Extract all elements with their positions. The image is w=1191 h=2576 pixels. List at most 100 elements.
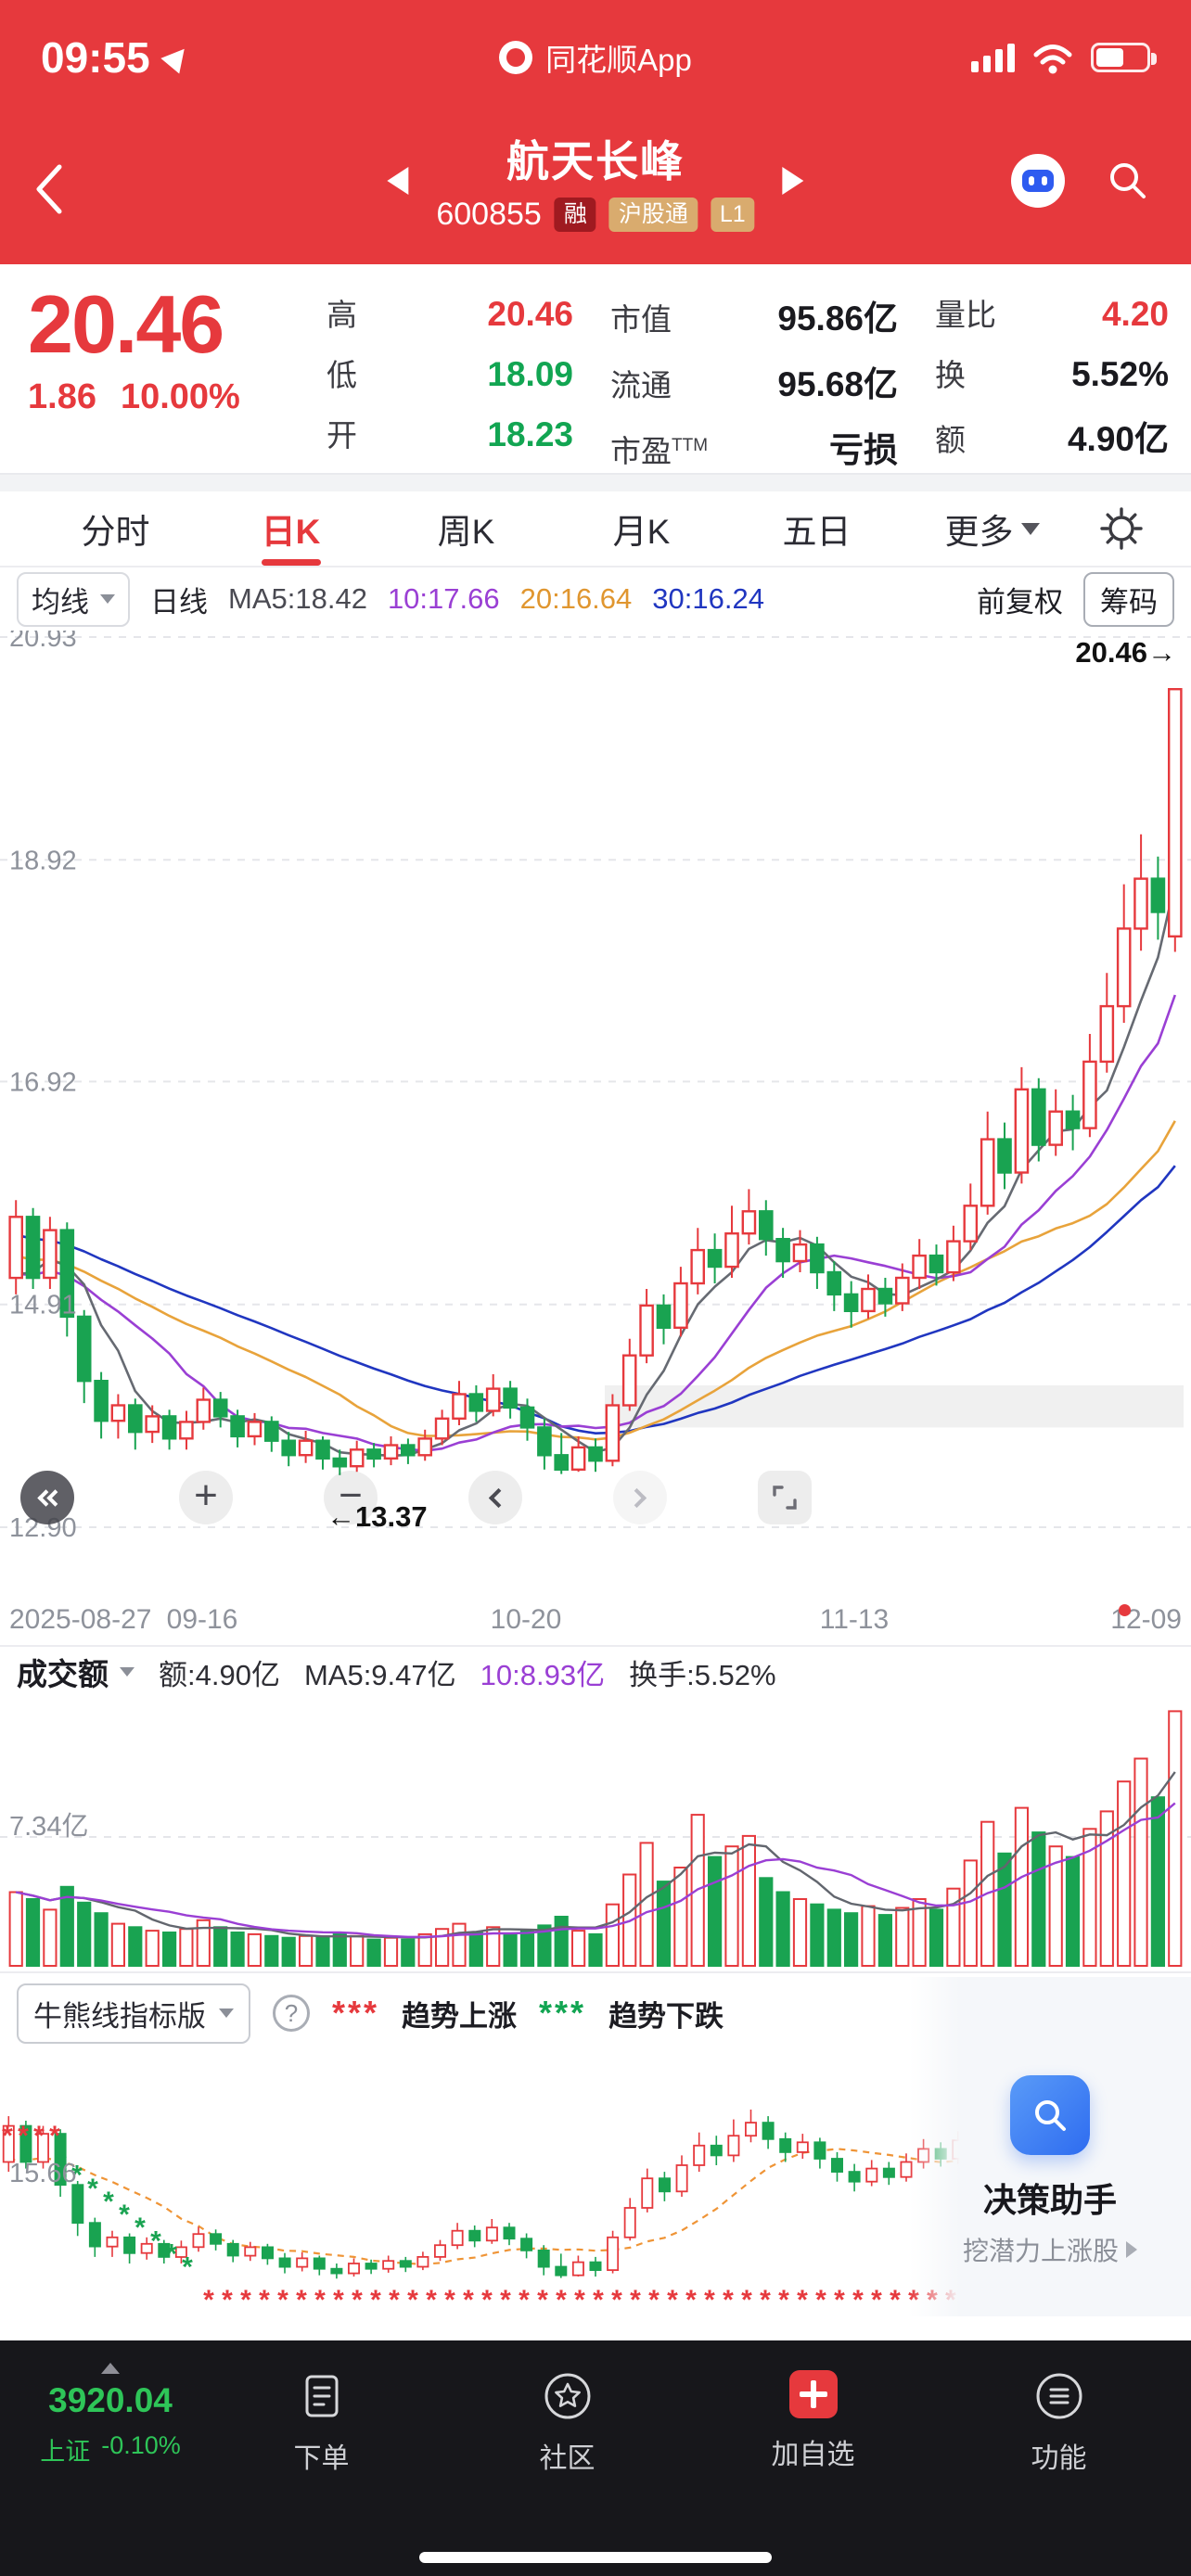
volume-selector[interactable]: 成交额 [17, 1650, 134, 1694]
ths-logo-icon [499, 41, 533, 74]
volume-chart[interactable]: 7.34亿 [0, 1697, 1191, 1971]
volume-svg [0, 1710, 1191, 1968]
location-arrow-icon [160, 41, 194, 74]
svg-text:*: * [834, 2285, 845, 2315]
tab-more[interactable]: 更多 [904, 491, 1080, 566]
stat-row: 市盈TTM 亏损 [610, 422, 898, 472]
tab-community[interactable]: 社区 [444, 2363, 690, 2576]
stock-header: 航天长峰 600855 融 沪股通 L1 [387, 128, 804, 233]
svg-text:*: * [119, 2200, 130, 2230]
svg-text:*: * [134, 2213, 146, 2243]
svg-text:*: * [648, 2285, 660, 2315]
main-kline-chart[interactable]: 20.93 18.92 16.92 14.91 12.90 20.46→ ←13.37 … [0, 631, 1191, 1600]
chevron-down-icon [100, 594, 115, 604]
svg-text:*: * [704, 2285, 715, 2315]
magnifier-icon [1035, 2100, 1066, 2131]
tab-label: 社区 [539, 2443, 596, 2474]
stat-row: 流通 95.68亿 [610, 356, 898, 406]
svg-text:*: * [685, 2285, 697, 2315]
x-tick: 11-13 [819, 1604, 890, 1635]
help-icon[interactable]: ? [273, 1995, 310, 2032]
stat-row: 换 5.52% [935, 351, 1169, 395]
prev-stock-icon[interactable] [387, 166, 409, 195]
fullscreen-icon [773, 1486, 797, 1510]
svg-text:18.92: 18.92 [9, 846, 77, 875]
volume-header: 成交额 额:4.90亿 MA5:9.47亿 10:8.93亿 换手:5.52% [0, 1645, 1191, 1697]
order-icon [305, 2375, 338, 2417]
svg-text:*: * [723, 2285, 734, 2315]
zoom-in-button[interactable]: + [179, 1471, 233, 1524]
functions-icon [1036, 2373, 1082, 2419]
index-name: 上证 [40, 2438, 91, 2466]
indicator-section: 牛熊线指标版 ? *** 趋势上涨 *** 趋势下跌 * * * * * * * * * * * * *… [0, 1971, 1191, 2318]
svg-text:*: * [537, 2285, 548, 2315]
volume-ma10: 10:8.93亿 [480, 1658, 606, 1691]
chart-settings-button[interactable] [1080, 491, 1163, 566]
svg-text:*: * [760, 2285, 771, 2315]
svg-text:*: * [296, 2285, 307, 2315]
x-tick: 09-16 [166, 1604, 238, 1635]
plus-icon: + [194, 1473, 218, 1518]
svg-text:*: * [240, 2285, 251, 2315]
decision-assistant-promo[interactable]: 决策助手 挖潜力上涨股 [909, 1977, 1191, 2316]
chips-button[interactable]: 筹码 [1083, 571, 1174, 627]
chevron-left-icon [488, 1487, 509, 1508]
index-shangzheng[interactable]: 3920.04 上证 -0.10% [22, 2363, 198, 2576]
search-icon[interactable] [1106, 159, 1150, 203]
tab-daily-k[interactable]: 日K [203, 491, 378, 566]
low-price-marker: ←13.37 [327, 1500, 428, 1533]
trend-up-label: 趋势上涨 [402, 1999, 518, 2033]
x-tick: 10-20 [490, 1604, 562, 1635]
svg-text:*: * [150, 2225, 161, 2256]
back-icon[interactable] [32, 159, 69, 219]
last-price: 20.46 [28, 278, 224, 370]
quote-col-cap: 市值 95.86亿 流通 95.68亿 市盈TTM 亏损 [610, 283, 898, 473]
svg-text:*: * [444, 2285, 455, 2315]
svg-text:*: * [71, 2161, 83, 2191]
stat-value: 20.46 [487, 295, 573, 333]
legend-ma5: MA5:18.42 [228, 582, 367, 615]
stat-value: 亏损 [829, 431, 898, 469]
tab-fenshi[interactable]: 分时 [81, 513, 150, 551]
indicator-selector[interactable]: 牛熊线指标版 [17, 1983, 250, 2044]
hugutong-badge: 沪股通 [608, 198, 698, 232]
trend-up-stars: *** [332, 1994, 380, 2032]
robot-assistant-icon[interactable] [1011, 154, 1065, 208]
chevrons-left-icon [46, 1488, 64, 1507]
svg-text:*: * [797, 2285, 808, 2315]
stock-code-row: 600855 融 沪股通 L1 [436, 197, 755, 233]
app-banner[interactable]: 同花顺App [499, 35, 692, 80]
fullscreen-button[interactable] [758, 1471, 812, 1524]
adjust-mode-button[interactable]: 前复权 [977, 585, 1063, 618]
stat-value: 18.23 [487, 415, 573, 453]
ma-selector[interactable]: 均线 [17, 571, 130, 627]
stat-value: 18.09 [487, 355, 573, 393]
volume-amount: 额:4.90亿 [159, 1658, 280, 1691]
promo-subtitle-row: 挖潜力上涨股 [963, 2231, 1137, 2268]
wifi-icon [1033, 45, 1072, 74]
trend-down-label: 趋势下跌 [608, 1999, 724, 2033]
status-left: 09:55 [41, 32, 347, 83]
svg-text:*: * [222, 2285, 233, 2315]
legend-ma10: 10:17.66 [387, 582, 500, 615]
jump-left-button[interactable] [20, 1471, 74, 1524]
svg-text:*: * [389, 2285, 400, 2315]
tab-functions[interactable]: 功能 [936, 2363, 1182, 2576]
zoom-out-button[interactable]: − [324, 1471, 378, 1524]
next-stock-icon[interactable] [782, 166, 804, 195]
svg-text:*: * [852, 2285, 864, 2315]
tab-monthly-k[interactable]: 月K [612, 513, 671, 551]
index-change: -0.10% [101, 2431, 181, 2459]
pan-right-button[interactable] [613, 1471, 667, 1524]
tab-weekly-k[interactable]: 周K [437, 513, 495, 551]
tab-five-day[interactable]: 五日 [782, 513, 852, 551]
pan-left-button[interactable] [468, 1471, 522, 1524]
tab-add-watchlist[interactable]: 加自选 [690, 2363, 936, 2576]
tab-place-order[interactable]: 下单 [198, 2363, 444, 2576]
svg-text:*: * [333, 2285, 344, 2315]
stat-label: 换 [935, 358, 966, 392]
volume-axis-label: 7.34亿 [9, 1812, 89, 1842]
change-percent: 10.00% [120, 376, 240, 416]
svg-text:*: * [49, 2121, 60, 2151]
